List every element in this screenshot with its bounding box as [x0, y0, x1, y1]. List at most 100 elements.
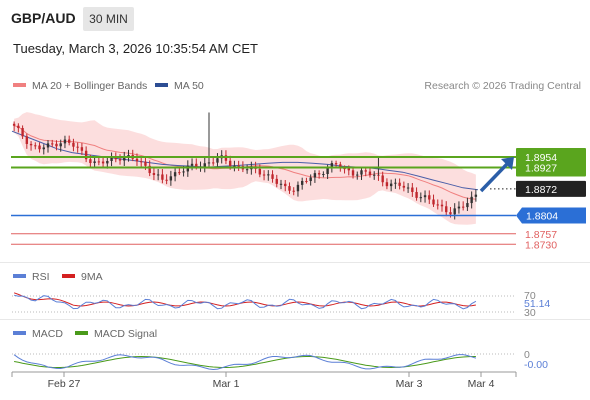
- credit-label: Research © 2026 Trading Central: [424, 80, 581, 92]
- rsi-label-70: 70: [524, 290, 536, 302]
- candle-body: [406, 187, 410, 189]
- candle-body: [123, 156, 126, 161]
- candle-body: [203, 163, 206, 167]
- candle-body: [148, 165, 151, 174]
- legend-macd: MACD: [13, 328, 63, 340]
- candle-body: [178, 172, 181, 174]
- candle-body: [17, 125, 20, 129]
- legend-rsi-ma: 9MA: [62, 271, 103, 283]
- resistance-tag: [516, 147, 586, 177]
- candle-body: [195, 163, 198, 168]
- candle-body: [118, 159, 122, 161]
- macd-panel: 0-0.00: [12, 349, 548, 371]
- forecast-arrow-icon: [479, 157, 514, 193]
- legend-macd-label: MACD: [32, 328, 63, 340]
- candle-body: [423, 195, 427, 198]
- candle-body: [356, 174, 359, 176]
- candle-body: [110, 157, 113, 162]
- rsi-ma-line: [13, 292, 476, 307]
- x-tick-label: Mar 4: [468, 378, 495, 390]
- level-label-s3: 1.8730: [525, 239, 557, 251]
- candle-body: [169, 176, 173, 181]
- candle-body: [228, 160, 232, 166]
- candle-body: [59, 143, 62, 147]
- candle-body: [347, 168, 350, 171]
- candle-body: [330, 163, 334, 168]
- legend-macd-signal-label: MACD Signal: [94, 328, 158, 340]
- candle-body: [233, 165, 236, 167]
- x-axis: Feb 27 Mar 1 Mar 3 Mar 4: [11, 371, 517, 390]
- timeframe-button[interactable]: 30 MIN: [83, 7, 134, 31]
- candle-body: [140, 161, 143, 163]
- candle-body: [364, 170, 367, 172]
- support-resistance-levels: [11, 155, 516, 245]
- legend-ma50: MA 50: [155, 80, 204, 92]
- rsi-label-30: 30: [524, 307, 536, 319]
- candle-body: [470, 196, 473, 204]
- candle-body: [76, 146, 79, 148]
- candle-body: [445, 206, 448, 213]
- candles: [12, 112, 478, 220]
- pane-separator: [0, 262, 590, 263]
- legend-rsi: RSI: [13, 271, 50, 283]
- candle-body: [224, 155, 228, 161]
- candle-body: [385, 182, 389, 187]
- candle-body: [428, 195, 431, 200]
- candle-body: [317, 173, 321, 175]
- candle-body: [190, 163, 194, 166]
- candle-body: [461, 206, 465, 208]
- candle-body: [97, 161, 101, 163]
- candle-body: [466, 203, 469, 208]
- legend-rsi-label: RSI: [32, 271, 50, 283]
- macd-line: [13, 354, 477, 371]
- candle-body: [313, 173, 317, 178]
- candle-body: [34, 145, 37, 147]
- candle-body: [84, 150, 88, 160]
- candle-body: [114, 157, 117, 160]
- candle-body: [29, 143, 33, 146]
- candle-body: [334, 163, 338, 165]
- candle-body: [402, 185, 406, 188]
- candle-body: [305, 180, 308, 182]
- candle-body: [449, 212, 452, 215]
- candle-body: [309, 177, 312, 182]
- candle-body: [296, 184, 300, 192]
- legend-ma20: MA 20 + Bollinger Bands: [13, 80, 147, 92]
- candle-body: [436, 204, 439, 206]
- candle-body: [245, 169, 249, 171]
- arrow-head: [501, 157, 514, 170]
- candle-body: [46, 143, 50, 148]
- candle-body: [474, 194, 478, 197]
- candle-body: [284, 183, 287, 187]
- candle-body: [419, 197, 423, 199]
- symbol-title: GBP/AUD: [11, 10, 76, 26]
- x-tick-label: Mar 3: [396, 378, 423, 390]
- candle-body: [326, 167, 329, 175]
- candle-body: [63, 139, 67, 144]
- candle-body: [135, 158, 139, 162]
- candle-body: [156, 174, 160, 176]
- ma50-swatch-icon: [155, 83, 168, 88]
- macd-current-value: -0.00: [524, 359, 548, 371]
- candle-body: [72, 142, 75, 147]
- candle-body: [67, 139, 71, 143]
- candle-body: [440, 204, 444, 207]
- candle-body: [279, 183, 283, 185]
- candle-body: [457, 206, 461, 209]
- candle-body: [271, 174, 274, 179]
- candle-body: [398, 182, 401, 186]
- candle-body: [275, 178, 278, 184]
- candle-body: [258, 168, 262, 175]
- candle-body: [381, 175, 384, 183]
- arrow-shaft: [479, 161, 510, 193]
- legend-ma20-label: MA 20 + Bollinger Bands: [32, 80, 148, 92]
- candle-body: [300, 180, 304, 185]
- candle-body: [394, 182, 397, 184]
- candle-body: [152, 173, 156, 175]
- pivot-tag: [516, 180, 586, 197]
- candle-body: [237, 165, 240, 167]
- candle-body: [389, 183, 393, 187]
- candle-body: [106, 161, 109, 164]
- candle-body: [343, 168, 346, 170]
